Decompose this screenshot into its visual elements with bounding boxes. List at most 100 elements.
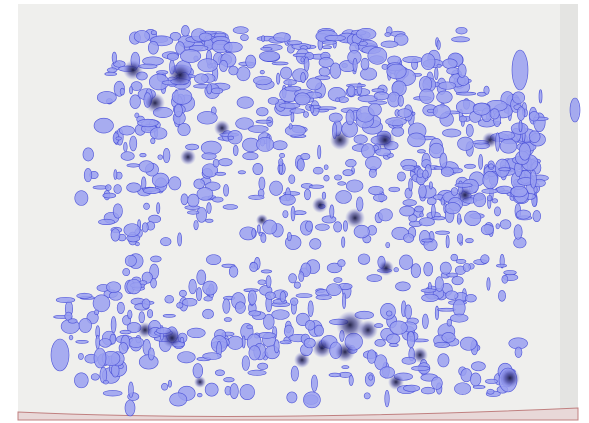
spot	[148, 41, 159, 55]
spot-core	[312, 338, 332, 358]
spot-core	[180, 149, 196, 165]
spot-core	[194, 376, 206, 388]
spot	[129, 135, 138, 152]
spot	[181, 25, 190, 37]
spot	[82, 147, 94, 162]
spot	[74, 190, 89, 206]
spot	[74, 372, 89, 389]
spot	[432, 104, 451, 119]
spot	[124, 399, 136, 417]
spot	[206, 254, 222, 265]
spot	[437, 307, 456, 312]
spot	[341, 365, 350, 369]
spot	[328, 372, 342, 378]
spot	[133, 30, 150, 43]
spot	[410, 263, 421, 278]
spot	[206, 202, 212, 214]
spot	[289, 297, 299, 306]
spot	[403, 233, 415, 243]
spot	[193, 178, 205, 190]
spot	[450, 187, 459, 196]
spot	[402, 164, 416, 171]
spot	[310, 105, 315, 114]
spot	[499, 138, 518, 154]
spot	[289, 108, 306, 114]
spot	[428, 181, 433, 190]
spot	[465, 238, 474, 244]
spot	[151, 172, 170, 188]
spot	[204, 382, 219, 397]
spot-core	[345, 208, 365, 228]
spot	[317, 145, 322, 160]
spot	[252, 162, 264, 176]
spot	[514, 346, 523, 358]
spot	[206, 83, 213, 95]
spot	[273, 32, 291, 43]
spot	[186, 327, 206, 339]
spot	[322, 45, 332, 50]
spot	[411, 365, 430, 371]
spot	[385, 117, 407, 126]
spot	[102, 192, 117, 199]
spot	[538, 89, 543, 104]
spot	[446, 272, 458, 278]
spot	[321, 215, 337, 224]
spot	[459, 336, 477, 351]
spot	[93, 117, 114, 134]
spot	[357, 253, 371, 265]
spot	[426, 197, 437, 206]
spot	[287, 231, 292, 242]
spot	[290, 206, 296, 222]
spot	[212, 196, 224, 203]
spot	[454, 182, 473, 188]
spot	[435, 230, 450, 235]
spot	[399, 254, 414, 270]
spot	[494, 206, 501, 217]
spot	[337, 181, 347, 186]
spot	[143, 187, 161, 195]
spot	[314, 324, 324, 337]
spot	[118, 342, 129, 354]
spot	[422, 169, 429, 179]
spot	[182, 297, 198, 307]
spot	[473, 192, 487, 208]
spot	[83, 168, 93, 183]
spot	[436, 63, 442, 68]
spot	[202, 280, 218, 296]
spot	[247, 289, 257, 305]
spot	[384, 389, 390, 408]
spot	[518, 142, 531, 161]
spot	[458, 115, 467, 123]
spot	[489, 108, 500, 120]
spot	[197, 392, 203, 398]
spot	[259, 69, 265, 75]
spot	[472, 385, 486, 390]
spot	[177, 123, 191, 137]
spot	[361, 143, 375, 159]
spot	[192, 363, 204, 379]
spot	[68, 334, 74, 341]
spot	[312, 166, 324, 175]
spot	[393, 33, 409, 46]
spot	[109, 333, 117, 345]
spot	[397, 108, 412, 118]
spot	[123, 223, 141, 237]
spot	[137, 118, 159, 128]
spot	[402, 199, 417, 207]
spot	[180, 193, 189, 206]
spot	[323, 174, 330, 182]
spot-core	[378, 260, 394, 276]
spot	[335, 190, 352, 204]
spot	[202, 308, 214, 320]
spot	[476, 91, 487, 97]
spot	[333, 221, 343, 233]
spot	[329, 62, 342, 79]
spot	[248, 125, 269, 133]
spot	[273, 339, 280, 354]
spot	[257, 224, 261, 234]
spot	[134, 241, 140, 247]
spot	[360, 67, 378, 81]
spot	[318, 67, 331, 77]
spot-core	[336, 311, 364, 339]
spot	[374, 339, 386, 347]
